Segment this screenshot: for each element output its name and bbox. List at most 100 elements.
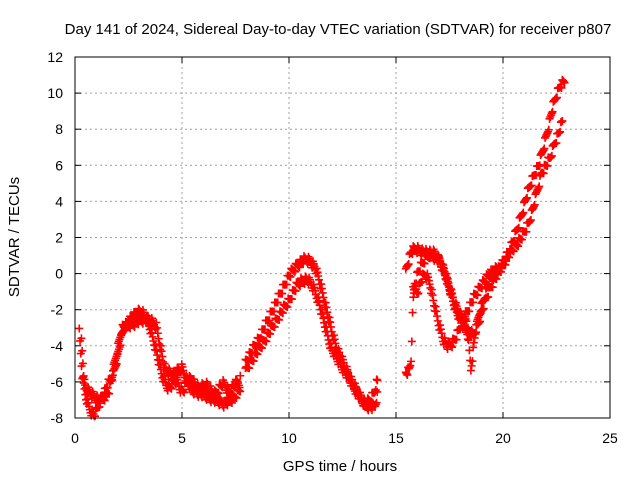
data-point <box>490 270 499 279</box>
data-point <box>539 169 548 178</box>
data-point <box>463 325 472 334</box>
data-point <box>404 260 413 269</box>
y-axis-label: SDTVAR / TECUs <box>6 177 23 297</box>
data-point <box>290 267 299 276</box>
data-point <box>273 298 282 307</box>
data-point <box>540 144 549 153</box>
x-tick-label: 15 <box>388 430 404 446</box>
data-point <box>548 107 557 116</box>
data-point <box>414 289 423 298</box>
data-point <box>113 350 122 359</box>
y-tick-label: 12 <box>47 49 63 65</box>
data-point <box>77 334 86 343</box>
data-point <box>108 371 117 380</box>
data-point <box>514 242 523 251</box>
y-tick-label: 8 <box>55 121 63 137</box>
data-point <box>403 371 412 380</box>
y-tick-label: 4 <box>55 193 63 209</box>
data-point <box>407 337 416 346</box>
data-point <box>249 357 258 366</box>
data-point <box>547 151 556 160</box>
axis-ticks: 0 5 10 15 20 25 -8 -6 -4 -2 0 2 4 6 8 10 12 <box>47 49 618 446</box>
data-point <box>479 304 488 313</box>
y-tick-label: -8 <box>51 410 64 426</box>
data-point <box>236 387 245 396</box>
data-point <box>522 227 531 236</box>
data-point <box>180 388 189 397</box>
data-point <box>557 83 566 92</box>
data-point <box>167 384 176 393</box>
data-point <box>558 116 567 125</box>
data-point <box>100 396 109 405</box>
data-point <box>481 294 490 303</box>
y-tick-label: 2 <box>55 230 63 246</box>
data-point <box>283 303 292 312</box>
x-tick-label: 0 <box>71 430 79 446</box>
data-point <box>372 398 381 407</box>
data-point <box>526 215 535 224</box>
data-point <box>543 162 552 171</box>
data-point <box>535 161 544 170</box>
data-point <box>530 200 539 209</box>
data-point <box>278 289 287 298</box>
data-point <box>472 328 481 337</box>
data-point <box>245 364 254 373</box>
data-point <box>514 223 523 232</box>
data-point <box>556 127 565 136</box>
data-point <box>236 371 245 380</box>
data-point <box>517 235 526 244</box>
data-point <box>460 316 469 325</box>
data-point <box>265 316 274 325</box>
data-point <box>448 343 457 352</box>
data-point <box>266 330 275 339</box>
data-point <box>278 309 287 318</box>
data-point <box>506 247 515 256</box>
data-point <box>373 376 382 385</box>
chart-title: Day 141 of 2024, Sidereal Day-to-day VTE… <box>65 21 612 38</box>
x-tick-label: 20 <box>495 430 511 446</box>
data-point <box>407 357 416 366</box>
x-tick-label: 5 <box>178 430 186 446</box>
x-tick-label: 25 <box>602 430 618 446</box>
data-point <box>420 259 429 268</box>
data-point <box>523 193 532 202</box>
data-point <box>78 359 87 368</box>
data-point <box>262 337 271 346</box>
data-point <box>468 357 477 366</box>
data-point <box>253 350 262 359</box>
data-point <box>469 298 478 307</box>
data-point <box>519 208 528 217</box>
data-point <box>456 325 465 334</box>
data-point <box>560 78 569 87</box>
data-point <box>227 399 236 408</box>
data-point <box>291 287 300 296</box>
y-tick-label: -4 <box>51 338 64 354</box>
data-point <box>494 266 503 275</box>
data-point <box>464 336 473 345</box>
y-tick-label: 10 <box>47 85 63 101</box>
data-point <box>408 308 417 317</box>
data-point <box>532 171 541 180</box>
data-point <box>282 280 291 289</box>
data-point <box>527 181 536 190</box>
data-point <box>502 257 511 266</box>
data-point <box>544 125 553 134</box>
data-point <box>270 323 279 332</box>
data-point <box>287 295 296 304</box>
data-point <box>91 412 100 421</box>
data-point <box>535 182 544 191</box>
data-point <box>75 324 84 333</box>
y-tick-label: -2 <box>51 302 64 318</box>
data-points <box>75 75 569 421</box>
y-tick-label: 0 <box>55 266 63 282</box>
data-point <box>552 139 561 148</box>
data-point <box>478 284 487 293</box>
data-point <box>286 272 295 281</box>
data-point <box>510 236 519 245</box>
data-point <box>295 263 304 272</box>
data-point <box>78 346 87 355</box>
data-point <box>418 277 427 286</box>
data-point <box>373 387 382 396</box>
data-point <box>553 93 562 102</box>
